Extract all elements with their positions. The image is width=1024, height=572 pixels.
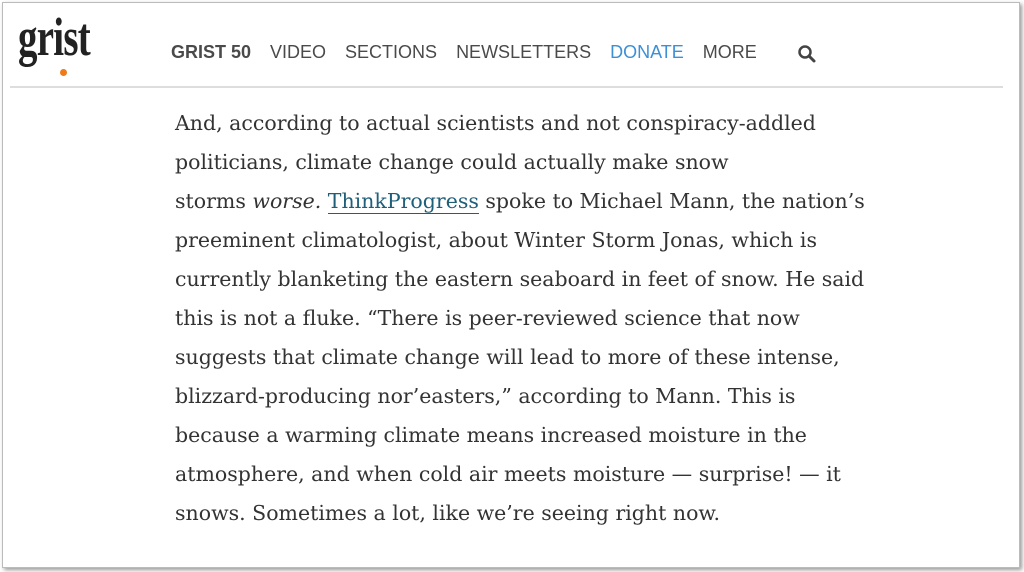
text: storms (175, 189, 246, 213)
link[interactable]: ThinkProgress (327, 189, 479, 214)
logo[interactable]: grist (18, 7, 91, 67)
text-line: currently blanketing the eastern seaboar… (175, 267, 865, 291)
text-line: preeminent climatologist, about Winter S… (175, 228, 817, 252)
search-icon[interactable] (797, 44, 817, 64)
text: spoke to Michael Mann, the nation’s (485, 189, 865, 213)
nav-item[interactable]: DONATE (610, 42, 684, 62)
text-line: this is not a fluke. “There is peer-revi… (175, 306, 800, 330)
text-line: And, according to actual scientists and … (175, 111, 816, 135)
nav-item[interactable]: GRIST 50 (171, 42, 252, 62)
text-line: suggests that climate change will lead t… (175, 345, 840, 369)
text-line: storms worse. ThinkProgress spoke to Mic… (175, 182, 865, 221)
text-line: politicians, climate change could actual… (175, 150, 729, 174)
nav: GRIST 50 VIDEO SECTIONS NEWSLETTERS DONATE MO… (171, 42, 776, 63)
emphasis: worse. (252, 189, 322, 213)
text-line: atmosphere, and when cold air meets mois… (175, 462, 841, 486)
nav-item[interactable]: NEWSLETTERS (456, 42, 592, 62)
divider (10, 86, 1003, 88)
nav-item[interactable]: SECTIONS (345, 42, 438, 62)
text-line: blizzard-producing nor’easters,” accordi… (175, 384, 796, 408)
nav-item[interactable]: MORE (702, 42, 757, 62)
nav-item[interactable]: VIDEO (270, 42, 327, 62)
logo-dot (60, 69, 67, 76)
article: And, according to actual scientists and … (175, 104, 865, 533)
text-line: snows. Sometimes a lot, like we’re seein… (175, 501, 721, 525)
text-line: because a warming climate means increase… (175, 423, 807, 447)
